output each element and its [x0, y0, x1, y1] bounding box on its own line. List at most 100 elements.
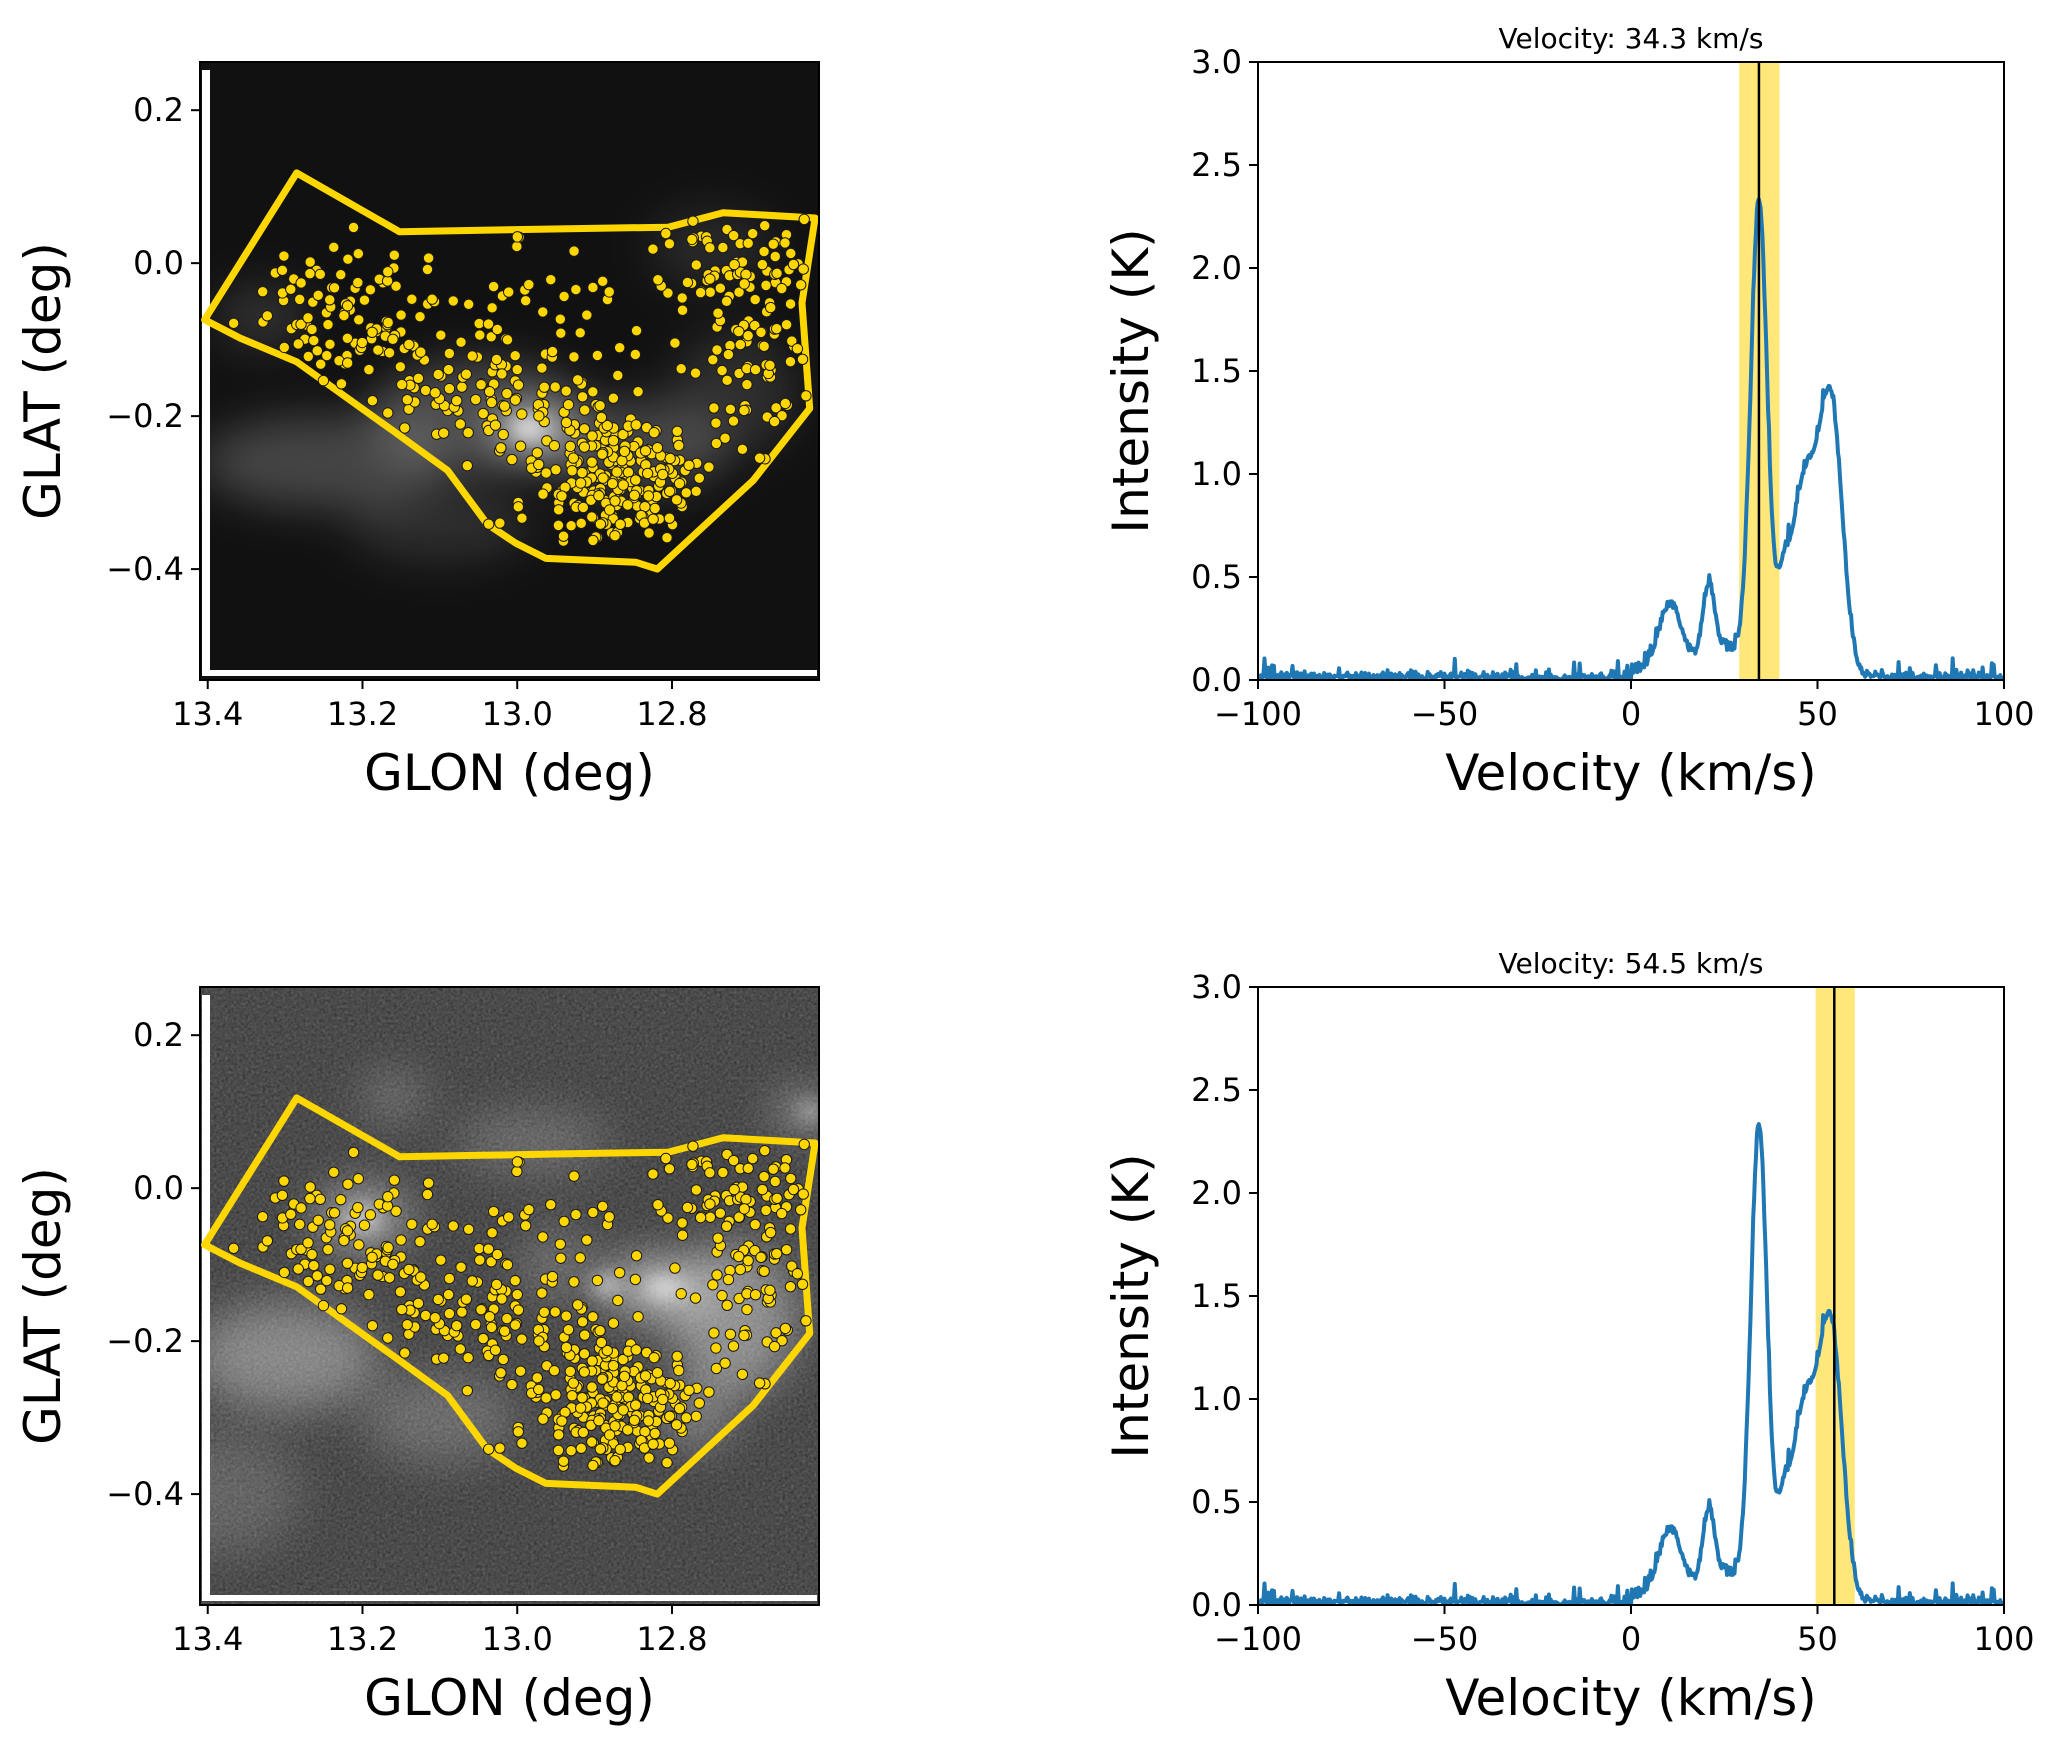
- source-marker: [511, 1165, 523, 1178]
- source-marker: [485, 396, 498, 409]
- source-marker: [673, 439, 685, 452]
- source-marker: [683, 459, 695, 471]
- source-marker: [512, 1426, 525, 1438]
- source-marker: [779, 397, 792, 410]
- source-marker: [611, 466, 623, 478]
- source-marker: [558, 290, 570, 303]
- spectrum-plot-area: [1258, 987, 2004, 1605]
- source-marker: [651, 1367, 664, 1379]
- source-marker: [594, 1443, 607, 1455]
- source-marker: [419, 384, 432, 397]
- source-marker: [567, 452, 580, 464]
- source-marker: [558, 1215, 570, 1228]
- y-tick-label: 2.5: [1191, 1071, 1242, 1109]
- source-marker: [401, 1318, 413, 1331]
- source-marker: [607, 1359, 620, 1372]
- source-marker: [356, 1261, 368, 1274]
- source-marker: [460, 1293, 472, 1305]
- source-marker: [572, 374, 584, 386]
- source-marker: [791, 1268, 804, 1280]
- source-marker: [572, 1299, 584, 1311]
- source-marker: [756, 258, 769, 271]
- source-marker: [447, 1220, 459, 1232]
- source-marker: [429, 387, 441, 399]
- source-marker: [503, 1211, 515, 1223]
- source-marker: [475, 378, 487, 391]
- source-marker: [710, 1362, 723, 1375]
- source-marker: [511, 1288, 523, 1301]
- source-marker: [454, 1343, 467, 1355]
- source-marker: [335, 269, 347, 281]
- x-tick-label: 13.4: [172, 1620, 243, 1658]
- source-marker: [687, 215, 699, 227]
- source-marker: [660, 1152, 672, 1165]
- source-marker: [663, 485, 676, 498]
- source-marker: [714, 1207, 727, 1219]
- source-marker: [443, 382, 456, 395]
- source-marker: [639, 445, 652, 457]
- source-marker: [693, 1397, 706, 1409]
- source-marker: [758, 340, 770, 353]
- source-marker: [593, 490, 605, 502]
- source-marker: [703, 1386, 715, 1398]
- source-marker: [490, 353, 503, 366]
- source-marker: [798, 213, 810, 226]
- source-marker: [683, 1384, 695, 1396]
- source-marker: [341, 357, 354, 369]
- source-marker: [501, 387, 513, 400]
- source-marker: [663, 1437, 676, 1449]
- source-marker: [462, 427, 474, 439]
- source-marker: [690, 485, 702, 497]
- source-marker: [435, 329, 447, 341]
- source-marker: [328, 241, 340, 254]
- source-marker: [607, 434, 620, 447]
- source-marker: [546, 1270, 559, 1283]
- source-marker: [506, 453, 518, 466]
- source-marker: [442, 363, 455, 376]
- source-marker: [628, 1414, 641, 1427]
- y-tick-label: −0.4: [106, 1475, 184, 1513]
- source-marker: [630, 1399, 642, 1411]
- source-marker: [676, 292, 688, 304]
- source-marker: [767, 1163, 779, 1175]
- source-marker: [552, 1444, 565, 1457]
- source-marker: [629, 348, 642, 361]
- y-tick-label: 1.0: [1191, 1380, 1242, 1418]
- source-marker: [616, 455, 628, 467]
- y-axis-label: GLAT (deg): [14, 1167, 72, 1445]
- source-marker: [533, 1335, 545, 1347]
- source-marker: [549, 381, 561, 393]
- source-marker: [574, 477, 587, 489]
- spectrum-frame: [1257, 986, 2005, 1606]
- source-marker: [643, 1452, 655, 1464]
- source-marker: [486, 1227, 498, 1239]
- source-marker: [647, 1168, 659, 1180]
- source-marker: [617, 428, 629, 441]
- bottom-right-spectrum-panel: −100 −50 0 50 100 0.0 0.5 1.0 1.5 2.0 2.5 3.0 Veloci…: [1102, 947, 2035, 1727]
- source-marker: [663, 1163, 676, 1175]
- source-marker: [609, 495, 621, 507]
- source-marker: [797, 263, 809, 275]
- source-marker: [341, 1225, 354, 1237]
- source-marker: [612, 1294, 624, 1307]
- source-marker: [603, 286, 615, 298]
- source-marker: [366, 394, 379, 407]
- source-marker: [352, 1172, 365, 1185]
- source-marker: [342, 1178, 354, 1190]
- source-marker: [485, 1321, 498, 1334]
- source-marker: [606, 477, 619, 490]
- source-marker: [670, 1419, 683, 1431]
- source-marker: [779, 1162, 791, 1174]
- source-marker: [498, 400, 511, 412]
- source-marker: [341, 332, 354, 344]
- source-marker: [758, 1265, 770, 1278]
- source-markers: [227, 1138, 812, 1472]
- source-marker: [388, 249, 401, 261]
- source-marker: [347, 1146, 360, 1159]
- y-tick-label: 0.0: [1191, 1586, 1242, 1624]
- source-marker: [603, 1429, 616, 1441]
- map-edge-mask-left: [202, 995, 210, 1597]
- source-marker: [482, 518, 495, 530]
- source-marker: [641, 467, 654, 480]
- source-marker: [578, 423, 591, 435]
